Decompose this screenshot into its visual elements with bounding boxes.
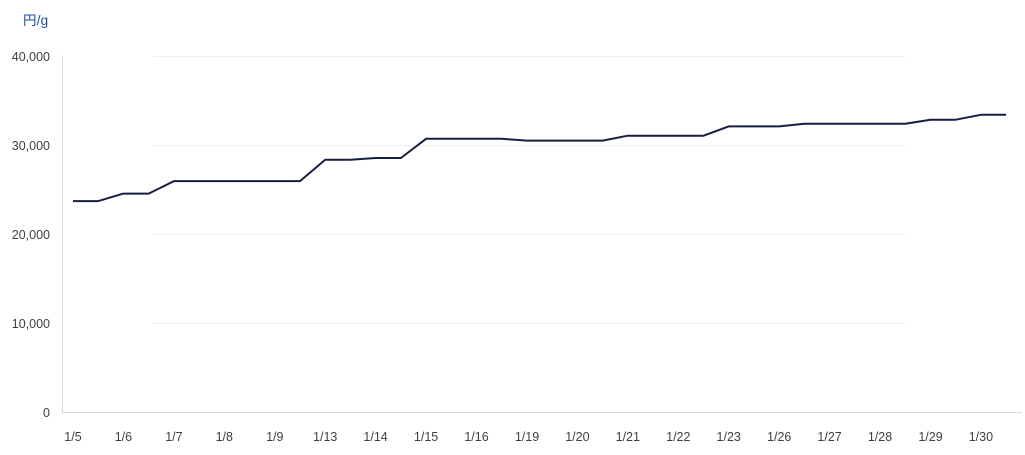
y-axis-tick-labels: 0 10,000 20,000 30,000 40,000 bbox=[12, 50, 50, 420]
x-tick-label: 1/16 bbox=[464, 430, 488, 444]
gridlines bbox=[153, 56, 905, 324]
price-line-series bbox=[73, 113, 1007, 203]
x-tick-label: 1/9 bbox=[266, 430, 283, 444]
x-tick-label: 1/22 bbox=[666, 430, 690, 444]
y-tick-label: 10,000 bbox=[12, 317, 50, 331]
y-tick-label: 20,000 bbox=[12, 228, 50, 242]
y-axis-unit-label: 円/g bbox=[23, 13, 49, 28]
y-tick-label: 40,000 bbox=[12, 50, 50, 64]
x-tick-label: 1/15 bbox=[414, 430, 438, 444]
x-tick-label: 1/21 bbox=[616, 430, 640, 444]
y-tick-label: 0 bbox=[43, 406, 50, 420]
x-tick-label: 1/20 bbox=[565, 430, 589, 444]
x-tick-label: 1/6 bbox=[115, 430, 132, 444]
x-tick-label: 1/5 bbox=[64, 430, 81, 444]
x-tick-label: 1/30 bbox=[969, 430, 993, 444]
x-tick-label: 1/28 bbox=[868, 430, 892, 444]
x-tick-label: 1/27 bbox=[817, 430, 841, 444]
x-tick-label: 1/14 bbox=[363, 430, 387, 444]
x-tick-label: 1/8 bbox=[216, 430, 233, 444]
axes bbox=[62, 55, 1022, 413]
x-tick-label: 1/26 bbox=[767, 430, 791, 444]
x-axis-tick-labels: 1/5 1/6 1/7 1/8 1/9 1/13 1/14 1/15 1/16 1/19 1/20 1… bbox=[64, 430, 993, 444]
y-tick-label: 30,000 bbox=[12, 139, 50, 153]
x-tick-label: 1/19 bbox=[515, 430, 539, 444]
x-tick-label: 1/13 bbox=[313, 430, 337, 444]
x-tick-label: 1/29 bbox=[918, 430, 942, 444]
x-tick-label: 1/7 bbox=[165, 430, 182, 444]
x-tick-label: 1/23 bbox=[717, 430, 741, 444]
